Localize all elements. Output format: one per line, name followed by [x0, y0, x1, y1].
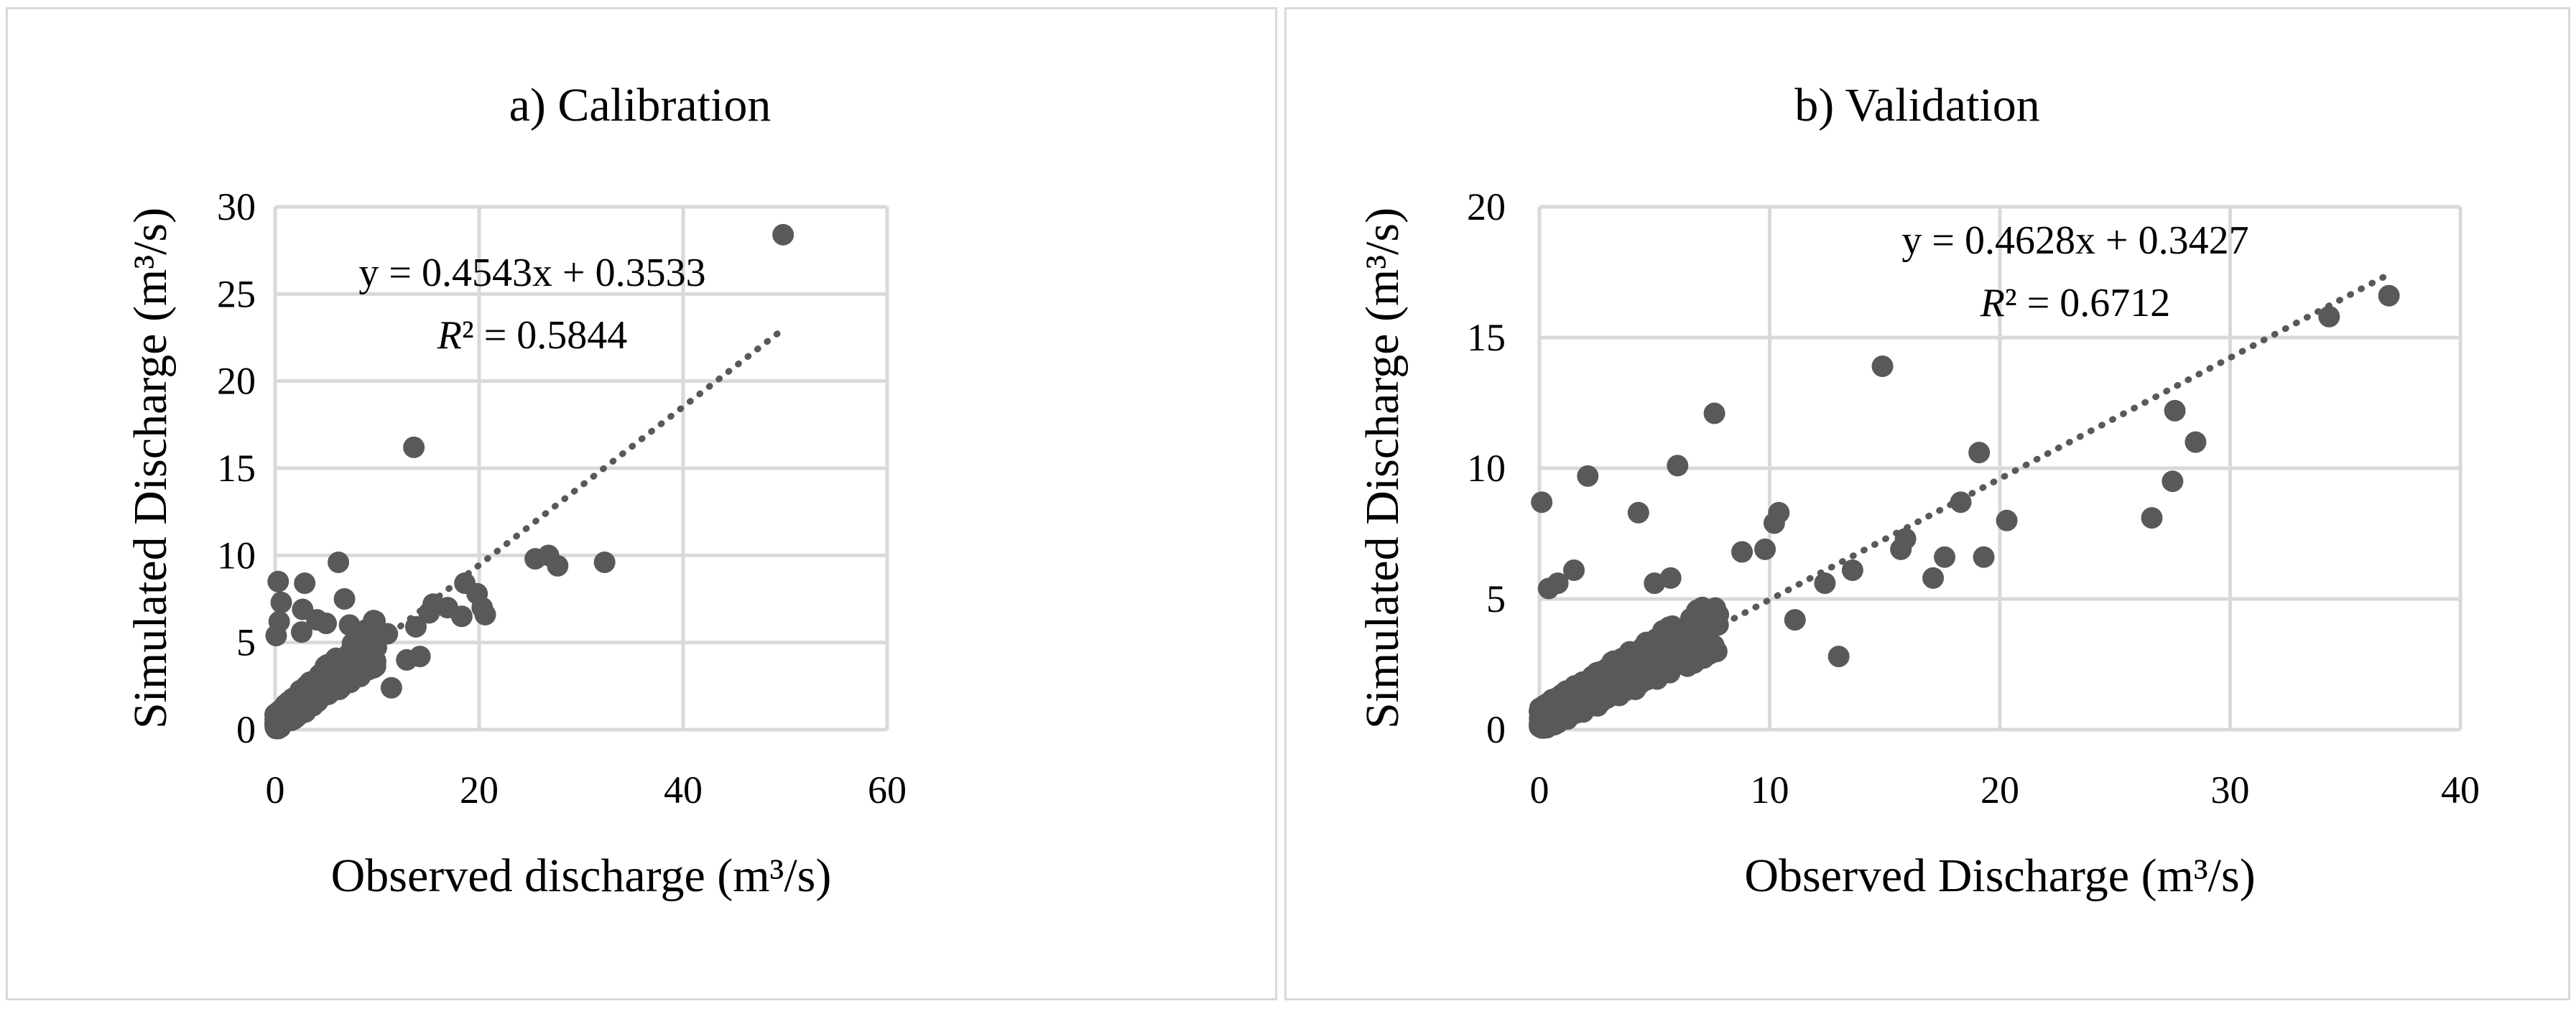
data-point	[2378, 284, 2400, 307]
y-tick-label: 10	[217, 534, 256, 577]
data-point	[1627, 501, 1649, 524]
data-point	[1659, 567, 1682, 589]
r-symbol: R	[1980, 281, 2005, 325]
trendline-equation: y = 0.4628x + 0.3427	[1901, 218, 2248, 263]
data-points	[264, 223, 794, 740]
trendline	[1536, 269, 2395, 725]
x-tick-label: 20	[1980, 768, 2019, 812]
data-point	[1547, 572, 1569, 595]
y-tick-label: 5	[1486, 577, 1506, 620]
y-tick-label: 30	[217, 185, 256, 228]
data-point	[270, 591, 292, 613]
r-symbol: R	[437, 313, 462, 358]
data-point	[1656, 661, 1678, 684]
calibration-chart: a) Calibration 0 5 10 15 20 25 30 0 20 40 60 Observe…	[124, 79, 907, 902]
y-tick-label: 5	[236, 621, 256, 664]
data-point	[294, 572, 316, 595]
y-axis-title: Simulated Discharge (m³/s)	[124, 208, 177, 729]
data-point	[1754, 538, 1776, 560]
data-point	[1768, 501, 1790, 524]
data-point	[593, 552, 616, 574]
r-squared-label: R² = 0.5844	[437, 313, 628, 358]
y-tick-label: 10	[1467, 447, 1506, 490]
data-point	[1973, 546, 1995, 568]
data-point	[1996, 509, 2018, 531]
data-point	[396, 648, 418, 671]
data-point	[1544, 714, 1566, 736]
data-point	[1531, 491, 1553, 513]
x-axis-title: Observed Discharge (m³/s)	[1744, 850, 2255, 902]
data-point	[1617, 649, 1639, 671]
data-point	[772, 223, 794, 246]
data-point	[1694, 598, 1716, 620]
data-point	[524, 548, 547, 570]
data-point	[1922, 567, 1945, 589]
data-point	[338, 614, 361, 636]
data-point	[1616, 670, 1639, 692]
data-point	[418, 602, 440, 624]
trendline-equation: y = 0.4543x + 0.3533	[358, 251, 705, 295]
data-point	[1934, 546, 1956, 568]
x-tick-label: 40	[664, 768, 703, 812]
data-point	[265, 705, 287, 727]
data-point	[265, 624, 287, 646]
r-squared-value: ² = 0.5844	[462, 313, 627, 358]
data-point	[2184, 431, 2207, 453]
trendline	[272, 324, 789, 727]
data-point	[1784, 609, 1806, 631]
data-point	[2141, 507, 2163, 529]
data-point	[290, 621, 312, 643]
data-point	[1827, 646, 1850, 668]
x-tick-label: 10	[1751, 768, 1789, 812]
data-point	[1968, 442, 1991, 464]
y-tick-label: 15	[217, 447, 256, 490]
data-point	[360, 628, 382, 650]
y-tick-label: 0	[1486, 708, 1506, 751]
data-point	[315, 612, 337, 634]
data-point	[328, 552, 350, 574]
chart-title: b) Validation	[1794, 79, 2040, 131]
x-tick-label: 0	[266, 768, 285, 812]
y-tick-label: 20	[1467, 185, 1506, 228]
r-squared-value: ² = 0.6712	[2005, 281, 2170, 325]
validation-chart: b) Validation 0 5 10 15 20 0 10 20 30 40 Observed D…	[1356, 79, 2480, 902]
x-axis-title: Observed discharge (m³/s)	[331, 850, 832, 902]
x-tick-label: 60	[868, 768, 907, 812]
data-point	[2164, 399, 2186, 422]
chart-title: a) Calibration	[509, 79, 772, 131]
y-tick-label: 0	[236, 708, 256, 751]
data-point	[1731, 541, 1753, 563]
data-point	[2318, 305, 2340, 327]
y-tick-label: 15	[1467, 316, 1506, 359]
data-point	[307, 674, 329, 696]
data-point	[1871, 355, 1894, 378]
x-tick-label: 0	[1530, 768, 1549, 812]
x-tick-label: 40	[2441, 768, 2480, 812]
r-squared-label: R² = 0.6712	[1980, 281, 2171, 325]
data-point	[1577, 465, 1599, 487]
data-point	[1814, 572, 1836, 595]
data-point	[380, 676, 402, 699]
data-point	[1563, 559, 1585, 581]
y-tick-label: 20	[217, 360, 256, 403]
data-points	[1529, 284, 2400, 739]
data-point	[1667, 455, 1689, 477]
data-point	[2162, 470, 2184, 493]
data-point	[267, 570, 289, 592]
data-point	[1703, 402, 1725, 424]
data-point	[1841, 559, 1863, 581]
data-point	[1636, 669, 1658, 691]
y-tick-label: 25	[217, 272, 256, 315]
panel-calibration: a) Calibration 0 5 10 15 20 25 30 0 20 40 60 Observe…	[6, 7, 1277, 1000]
x-tick-label: 30	[2211, 768, 2250, 812]
data-point	[1890, 538, 1912, 560]
y-axis-title: Simulated Discharge (m³/s)	[1356, 208, 1409, 729]
data-point	[403, 436, 425, 458]
panel-validation: b) Validation 0 5 10 15 20 0 10 20 30 40 Observed D…	[1284, 7, 2570, 1000]
data-point	[333, 588, 356, 610]
x-tick-label: 20	[460, 768, 499, 812]
